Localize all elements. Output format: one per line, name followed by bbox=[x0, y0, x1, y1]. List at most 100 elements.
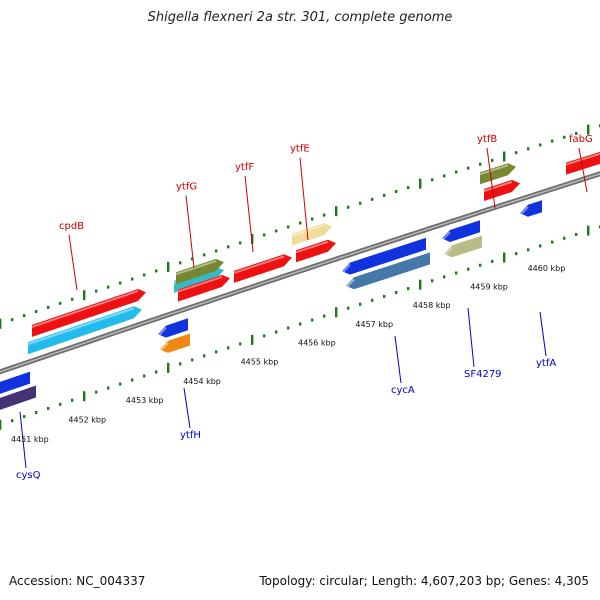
cog-cysQ bbox=[0, 385, 36, 410]
lower-dot bbox=[419, 279, 422, 290]
lower-dot bbox=[407, 287, 410, 291]
lower-dot bbox=[287, 326, 290, 330]
upper-dot bbox=[335, 206, 338, 217]
gene-label-cpdB: cpdB bbox=[59, 221, 84, 232]
cds-SF4279-shine bbox=[441, 231, 451, 242]
lower-dot bbox=[311, 318, 314, 322]
upper-dot bbox=[479, 162, 482, 166]
cds-ytfA-shine bbox=[519, 206, 529, 217]
leader-ytfA bbox=[539, 311, 547, 357]
leader-cycA bbox=[394, 335, 402, 384]
cds-cpdB-body bbox=[32, 289, 146, 337]
leader-ytfH bbox=[183, 387, 191, 429]
leader-ytfF bbox=[244, 175, 254, 253]
upper-dot bbox=[515, 151, 518, 155]
upper-dot bbox=[191, 257, 194, 261]
backbone-highlight bbox=[0, 173, 600, 373]
upper-dot bbox=[95, 289, 98, 293]
gene-label-cycA: cycA bbox=[391, 385, 415, 396]
upper-dot bbox=[551, 139, 554, 143]
lower-dot bbox=[539, 244, 542, 248]
cds-fabG-body bbox=[566, 151, 600, 175]
lower-dot bbox=[251, 334, 254, 345]
cog-cycA bbox=[345, 252, 430, 290]
upper-dot bbox=[311, 217, 314, 221]
lower-dot bbox=[491, 259, 494, 263]
cds-fabG bbox=[565, 151, 600, 175]
leader-ytfB bbox=[486, 147, 496, 209]
genome-summary: Topology: circular; Length: 4,607,203 bp… bbox=[259, 574, 589, 588]
lower-dot bbox=[119, 382, 122, 386]
upper-dot bbox=[227, 245, 230, 249]
upper-dot bbox=[287, 225, 290, 229]
upper-dot bbox=[0, 318, 2, 329]
upper-dot bbox=[131, 277, 134, 281]
upper-dot bbox=[419, 178, 422, 189]
gene-label-fabG: fabG bbox=[569, 134, 593, 145]
upper-dot bbox=[323, 213, 326, 217]
cog-cycA-body bbox=[346, 252, 430, 290]
cds-SF4279 bbox=[441, 220, 480, 242]
lower-dot bbox=[155, 370, 158, 374]
lower-dot bbox=[383, 294, 386, 298]
cog-ytfE bbox=[291, 223, 332, 246]
gene-label-ytfB: ytfB bbox=[477, 134, 497, 145]
lower-dot bbox=[179, 362, 182, 366]
lower-dot bbox=[203, 354, 206, 358]
cds-ytfF-shine bbox=[233, 255, 285, 274]
cog-ytfH bbox=[159, 333, 190, 353]
scale-label: 4451 kbp bbox=[11, 435, 49, 444]
lower-dot bbox=[191, 358, 194, 362]
gene-label-ytfH: ytfH bbox=[180, 430, 201, 441]
upper-dot bbox=[503, 151, 506, 162]
upper-dot bbox=[383, 193, 386, 197]
cds-ytfE bbox=[295, 239, 336, 263]
lower-dot bbox=[275, 330, 278, 334]
leader-cysQ bbox=[19, 411, 27, 469]
lower-dot bbox=[395, 291, 398, 295]
cog2-ytfG-body bbox=[176, 258, 224, 285]
upper-dot bbox=[143, 273, 146, 277]
cog-ytfB-shine bbox=[479, 164, 509, 176]
scale-labels: 4451 kbp 4452 kbp 4453 kbp 4454 kbp 4455 kbp… bbox=[11, 264, 565, 444]
cds-cycA-body bbox=[342, 237, 426, 275]
gene-label-cysQ: cysQ bbox=[16, 470, 41, 481]
upper-dot bbox=[83, 290, 86, 301]
lower-dot bbox=[515, 252, 518, 256]
accession-text: Accession: NC_004337 bbox=[9, 574, 146, 588]
upper-dot bbox=[431, 178, 434, 182]
upper-dot bbox=[215, 249, 218, 253]
scale-label: 4460 kbp bbox=[528, 264, 566, 273]
upper-dot bbox=[371, 197, 374, 201]
scale-label: 4454 kbp bbox=[183, 377, 221, 386]
lower-dot bbox=[371, 298, 374, 302]
cds-fabG-shine bbox=[565, 152, 600, 166]
cog-cycA-shine bbox=[345, 278, 355, 289]
leader-fabG bbox=[578, 147, 588, 193]
cog2-ytfG bbox=[175, 258, 224, 285]
lower-dot bbox=[23, 415, 26, 419]
upper-dot bbox=[23, 314, 26, 318]
upper-dot bbox=[179, 261, 182, 265]
cds-ytfG bbox=[177, 274, 230, 302]
upper-dot bbox=[71, 297, 74, 301]
upper-dot bbox=[491, 158, 494, 162]
cog-SF4279-body bbox=[444, 235, 482, 258]
gene-label-ytfE: ytfE bbox=[290, 144, 310, 155]
cog-cysQ-body bbox=[0, 385, 36, 410]
lower-dot bbox=[263, 334, 266, 338]
feature-track bbox=[0, 151, 600, 410]
upper-dot bbox=[443, 174, 446, 178]
cds-SF4279-body bbox=[442, 220, 480, 242]
lower-dot bbox=[527, 248, 530, 252]
upper-dot bbox=[407, 186, 410, 190]
cds-ytfE-body bbox=[296, 239, 336, 263]
lower-dot bbox=[467, 267, 470, 271]
upper-dot bbox=[251, 233, 254, 244]
lower-dot bbox=[47, 406, 50, 410]
lower-dot bbox=[431, 279, 434, 283]
upper-dot bbox=[299, 221, 302, 225]
upper-dot bbox=[35, 310, 38, 314]
leader-cpdB bbox=[68, 234, 78, 291]
backbone bbox=[0, 171, 600, 375]
